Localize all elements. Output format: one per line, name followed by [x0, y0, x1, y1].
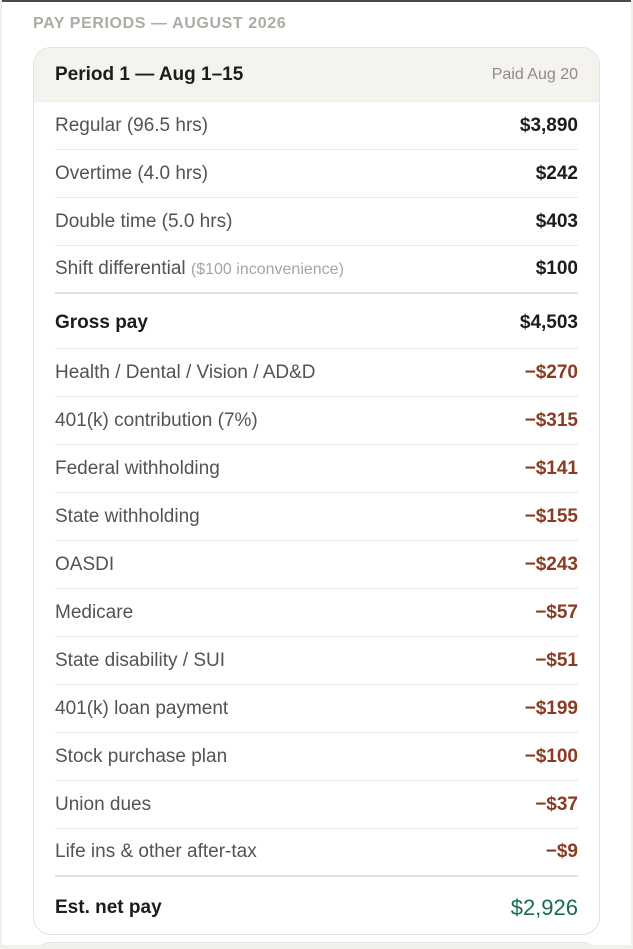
earning-amount: $100 [535, 258, 578, 279]
deduction-label: Health / Dental / Vision / AD&D [55, 361, 316, 383]
deduction-label: Medicare [55, 601, 134, 623]
pay-period-card: Period 1 — Aug 1–15 Paid Aug 20 Regular … [33, 47, 600, 935]
pay-line-items: Regular (96.5 hrs) $3,890 Overtime (4.0 … [55, 102, 578, 934]
deduction-amount: −$243 [524, 553, 578, 575]
earning-label: Overtime (4.0 hrs) [55, 162, 209, 184]
net-pay-label: Est. net pay [55, 897, 162, 918]
earning-row-overtime: Overtime (4.0 hrs) $242 [55, 150, 578, 198]
deduction-row-401k: 401(k) contribution (7%) −$315 [55, 397, 578, 445]
gross-pay-label: Gross pay [55, 312, 148, 333]
deduction-row-state: State withholding −$155 [55, 493, 578, 541]
deduction-amount: −$100 [524, 745, 578, 767]
deduction-amount: −$37 [535, 793, 578, 815]
earning-label: Double time (5.0 hrs) [55, 210, 233, 232]
deduction-row-life-insurance: Life ins & other after-tax −$9 [55, 829, 578, 877]
gross-pay-amount: $4,503 [519, 312, 578, 333]
deduction-row-union-dues: Union dues −$37 [55, 781, 578, 829]
deduction-label: Life ins & other after-tax [55, 841, 257, 862]
deduction-amount: −$57 [535, 601, 578, 623]
paid-date: Paid Aug 20 [491, 65, 578, 83]
earning-label: Shift differential ($100 inconvenience) [55, 258, 344, 279]
deduction-row-stock-purchase: Stock purchase plan −$100 [55, 733, 578, 781]
deduction-amount: −$199 [524, 697, 578, 719]
earning-row-shift-differential: Shift differential ($100 inconvenience) … [55, 246, 578, 294]
deduction-row-401k-loan: 401(k) loan payment −$199 [55, 685, 578, 733]
earning-row-regular: Regular (96.5 hrs) $3,890 [55, 102, 578, 150]
deduction-label: State withholding [55, 505, 200, 527]
deduction-amount: −$9 [545, 841, 578, 862]
earning-label: Regular (96.5 hrs) [55, 114, 209, 136]
deduction-row-benefits: Health / Dental / Vision / AD&D −$270 [55, 349, 578, 397]
deduction-amount: −$141 [524, 457, 578, 479]
pay-period-header[interactable]: Period 1 — Aug 1–15 Paid Aug 20 [34, 48, 599, 102]
deduction-amount: −$270 [524, 361, 578, 383]
deduction-row-medicare: Medicare −$57 [55, 589, 578, 637]
deduction-row-oasdi: OASDI −$243 [55, 541, 578, 589]
deduction-row-federal: Federal withholding −$141 [55, 445, 578, 493]
earning-amount: $242 [535, 162, 578, 184]
gross-pay-row: Gross pay $4,503 [55, 294, 578, 349]
deduction-row-sdi: State disability / SUI −$51 [55, 637, 578, 685]
earning-note: ($100 inconvenience) [190, 261, 344, 278]
earning-amount: $3,890 [519, 114, 578, 136]
section-heading: PAY PERIODS — AUGUST 2026 [33, 15, 287, 32]
deduction-amount: −$51 [535, 649, 578, 671]
next-pay-period-card[interactable] [33, 942, 600, 945]
net-pay-amount: $2,926 [510, 895, 578, 920]
deduction-amount: −$315 [524, 409, 578, 431]
deduction-label: OASDI [55, 553, 115, 575]
deduction-label: Union dues [55, 793, 152, 815]
deduction-label: 401(k) loan payment [55, 697, 229, 719]
period-title: Period 1 — Aug 1–15 [55, 63, 244, 85]
deduction-amount: −$155 [524, 505, 578, 527]
net-pay-row: Est. net pay $2,926 [55, 877, 578, 934]
earning-row-double-time: Double time (5.0 hrs) $403 [55, 198, 578, 246]
deduction-label: Federal withholding [55, 457, 220, 479]
deduction-label: 401(k) contribution (7%) [55, 409, 258, 431]
deduction-label: State disability / SUI [55, 649, 226, 671]
deduction-label: Stock purchase plan [55, 745, 228, 767]
earning-amount: $403 [535, 210, 578, 232]
